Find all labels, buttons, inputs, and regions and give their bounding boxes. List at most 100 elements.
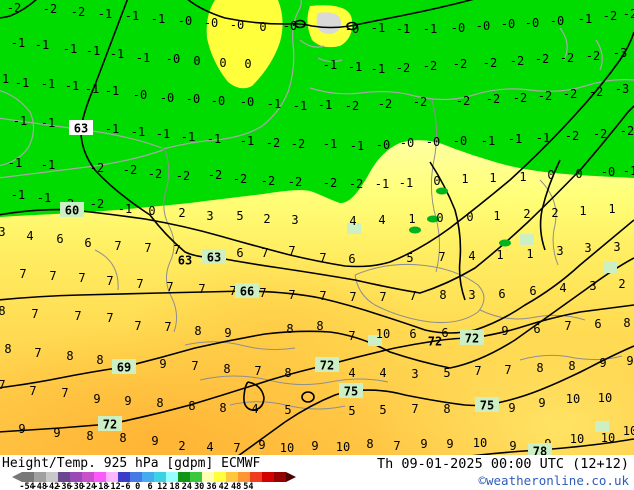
temperature-value: -1 — [35, 38, 49, 52]
temperature-value: 0 — [259, 20, 266, 34]
temperature-value: -2 — [148, 167, 162, 181]
temperature-value: -0 — [160, 91, 174, 105]
mountain-gray-patch — [316, 12, 342, 34]
contour-label: 72 — [103, 418, 117, 432]
temperature-value: 8 — [316, 319, 323, 333]
temperature-value: -2 — [345, 99, 359, 113]
temperature-value: 7 — [259, 286, 266, 300]
product-title: Height/Temp. 925 hPa [gdpm] ECMWF — [2, 456, 261, 471]
contour-label-bg — [235, 283, 259, 298]
temperature-value: -2 — [620, 124, 634, 138]
temperature-value: -1 — [207, 132, 221, 146]
scale-color-segment — [274, 472, 286, 482]
temperature-value: -1 — [371, 62, 385, 76]
temperature-value: 8 — [284, 366, 291, 380]
temperature-value: 1 — [461, 172, 468, 186]
temperature-value: 5 — [406, 251, 413, 265]
temperature-value: -2 — [288, 175, 302, 189]
cold-spots-layer — [409, 187, 511, 247]
temperature-value: -2 — [486, 92, 500, 106]
scale-color-segment — [262, 472, 274, 482]
temperature-value: 6 — [441, 326, 448, 340]
temperature-value: 7 — [136, 277, 143, 291]
temperature-value: -2 — [378, 97, 392, 111]
temperature-value: -0 — [601, 165, 615, 179]
temperature-value: -1 — [323, 58, 337, 72]
temperature-value: -1 — [481, 134, 495, 148]
contour-label-bg — [475, 397, 499, 412]
scale-tick-label: -24 — [80, 482, 97, 490]
scale-tick-label: 24 — [181, 482, 193, 490]
temperature-value: 3 — [584, 241, 591, 255]
temperature-value: 8 — [156, 396, 163, 410]
temperature-value: -0 — [166, 52, 180, 66]
temperature-value: -2 — [90, 161, 104, 175]
temperature-value: 7 — [61, 386, 68, 400]
temperature-value: 6 — [409, 327, 416, 341]
contour-label-bg — [460, 330, 484, 345]
temperature-value: 8 — [86, 429, 93, 443]
temperature-value: 9 — [508, 401, 515, 415]
temperature-value: -0 — [345, 22, 359, 36]
contour-label: 72 — [465, 332, 479, 346]
temperature-value: 1 — [496, 248, 503, 262]
temperature-value: -1 — [125, 9, 139, 23]
temperature-value: -1 — [131, 125, 145, 139]
scale-tick-label: 48 — [230, 482, 242, 490]
scale-color-segment — [22, 472, 34, 482]
temperature-value: 8 — [188, 399, 195, 413]
temperature-value: 6 — [529, 284, 536, 298]
scale-color-segment — [226, 472, 238, 482]
temperature-value: 8 — [286, 322, 293, 336]
temperature-value: 8 — [568, 359, 575, 373]
temperature-value: -1 — [63, 42, 77, 56]
temperature-value: 7 — [288, 244, 295, 258]
temperature-value: 2 — [178, 206, 185, 220]
temperature-value: -0 — [283, 19, 297, 33]
temperature-scale-ticks: -54 -48 -42 -36 -30 -24 -18 -12 -6 0 6 12 18 24 30 36 42… — [0, 482, 634, 490]
temperature-value: 6 — [236, 246, 243, 260]
contour-label-bg — [69, 120, 93, 135]
temperature-value: -2 — [565, 129, 579, 143]
temperature-value: 3 — [411, 367, 418, 381]
temperature-value: -1 — [41, 116, 55, 130]
contour-label-bg — [60, 202, 84, 217]
temperature-value: 4 — [468, 249, 475, 263]
temperature-value: 3 — [0, 225, 6, 239]
temperature-value: -0 — [525, 16, 539, 30]
temperature-value: 9 — [53, 426, 60, 440]
temperature-value: 3 — [589, 279, 596, 293]
contour-label: 69 — [117, 361, 131, 375]
temperature-value: -1 — [578, 12, 592, 26]
temperature-value: 0 — [575, 167, 582, 181]
temperature-value: 8 — [0, 304, 6, 318]
temperature-value: 4 — [206, 440, 213, 454]
contour-label: 72 — [320, 359, 334, 373]
temperature-value: -1 — [151, 12, 165, 26]
temperature-value: 0 — [219, 56, 226, 70]
scale-tick-label: -18 — [93, 482, 109, 490]
temperature-value: -0 — [211, 94, 225, 108]
temperature-value: 5 — [379, 403, 386, 417]
highlight-square — [368, 335, 382, 346]
temperature-value: 7 — [319, 289, 326, 303]
highlight-square — [595, 421, 609, 432]
temperature-value: 0 — [148, 204, 155, 218]
temperature-value: 7 — [504, 363, 511, 377]
scale-tick-label: 54 — [243, 482, 254, 490]
scale-tick-label: -54 — [19, 482, 35, 490]
temperature-value: -2 — [560, 51, 574, 65]
credit-link[interactable]: ©weatheronline.co.uk — [478, 473, 629, 488]
temperature-value: 9 — [18, 422, 25, 436]
contour-label-bg — [528, 443, 552, 458]
temperature-value: 6 — [498, 287, 505, 301]
temperature-value: -1 — [240, 134, 254, 148]
scale-color-segment — [70, 472, 82, 482]
temperature-value: -2 — [71, 5, 85, 19]
station-squares-layer — [347, 223, 617, 432]
temperature-value: 10 — [473, 436, 487, 450]
temperature-value: -1 — [423, 22, 437, 36]
temperature-value: -2 — [453, 57, 467, 71]
temperature-value: 8 — [223, 362, 230, 376]
temperature-value: -1 — [536, 131, 550, 145]
